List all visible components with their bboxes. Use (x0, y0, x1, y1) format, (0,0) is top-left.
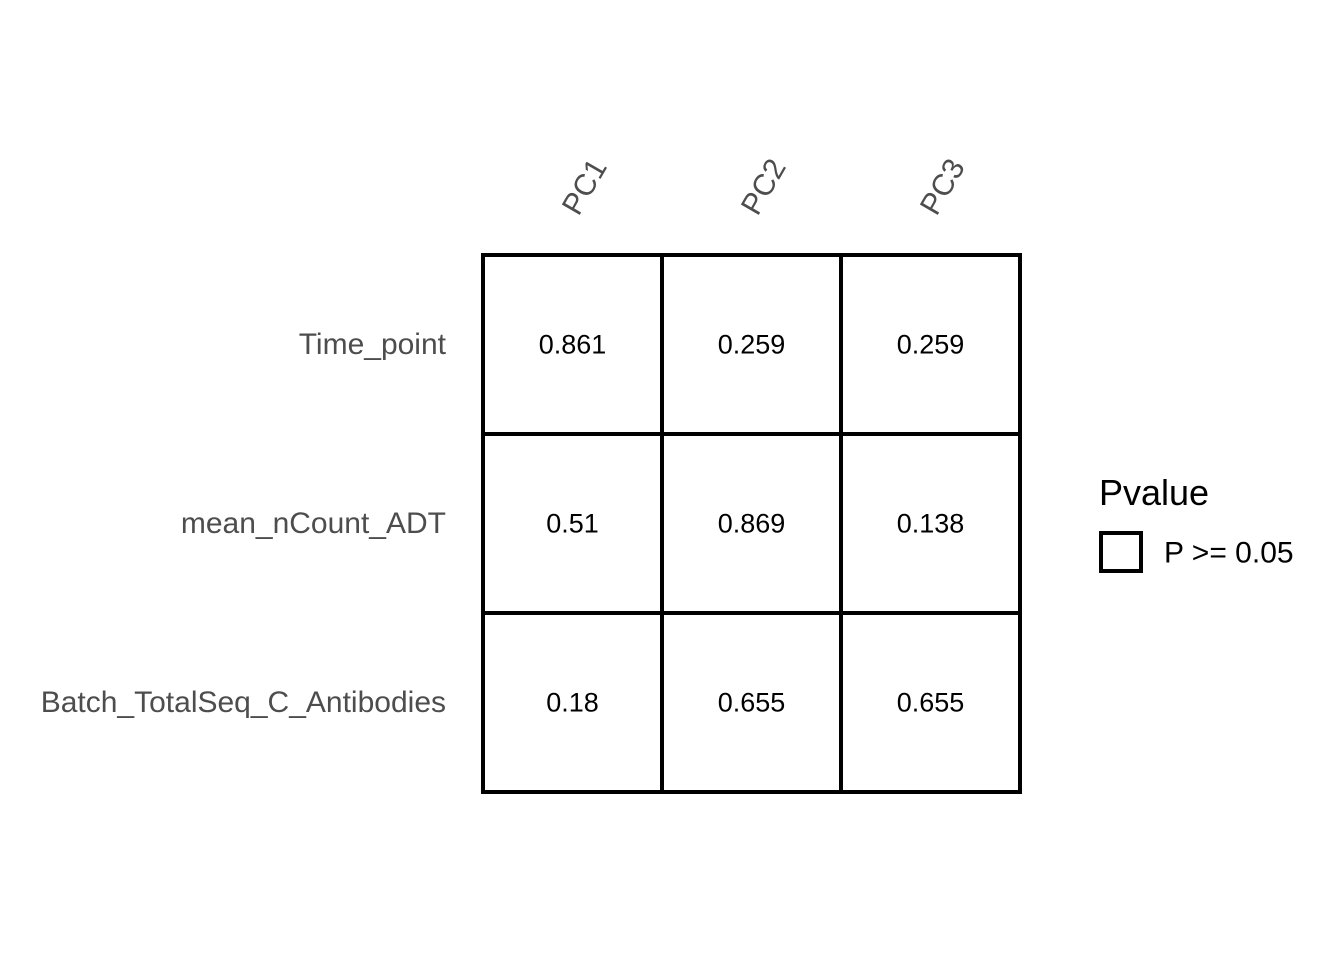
legend-title: Pvalue (1099, 472, 1209, 513)
legend-label: P >= 0.05 (1164, 537, 1294, 570)
column-label: PC3 (914, 153, 972, 220)
cell-value-label: 0.259 (718, 330, 786, 360)
cell-value-label: 0.869 (718, 509, 786, 539)
cell-value-label: 0.655 (897, 688, 965, 718)
column-labels: PC1 PC2 PC3 (556, 153, 972, 220)
heatmap-cells (481, 253, 1022, 794)
cell-value-label: 0.655 (718, 688, 786, 718)
heatmap-cell (481, 611, 664, 794)
column-label: PC1 (556, 153, 614, 220)
column-label: PC2 (735, 153, 793, 220)
heatmap-cell (839, 611, 1022, 794)
cell-value-label: 0.51 (546, 509, 599, 539)
cell-value-label: 0.861 (539, 330, 607, 360)
heatmap-cell (839, 432, 1022, 615)
heatmap-cell (660, 611, 843, 794)
row-label: Batch_TotalSeq_C_Antibodies (41, 686, 446, 719)
legend-key (1099, 531, 1143, 573)
row-labels: Time_point mean_nCount_ADT Batch_TotalSeq_… (41, 328, 447, 719)
heatmap-cell (660, 253, 843, 436)
cell-value-label: 0.18 (546, 688, 599, 718)
cell-value-label: 0.138 (897, 509, 965, 539)
row-label: mean_nCount_ADT (181, 507, 446, 540)
heatmap-cell (481, 253, 664, 436)
legend-items: P >= 0.05 (1099, 531, 1294, 573)
row-label: Time_point (299, 328, 447, 361)
cell-value-label: 0.259 (897, 330, 965, 360)
legend: Pvalue P >= 0.05 (1099, 472, 1294, 573)
cell-value-labels: 0.861 0.259 0.259 0.51 0.869 0.138 0.18 0.655 0.… (539, 330, 965, 718)
